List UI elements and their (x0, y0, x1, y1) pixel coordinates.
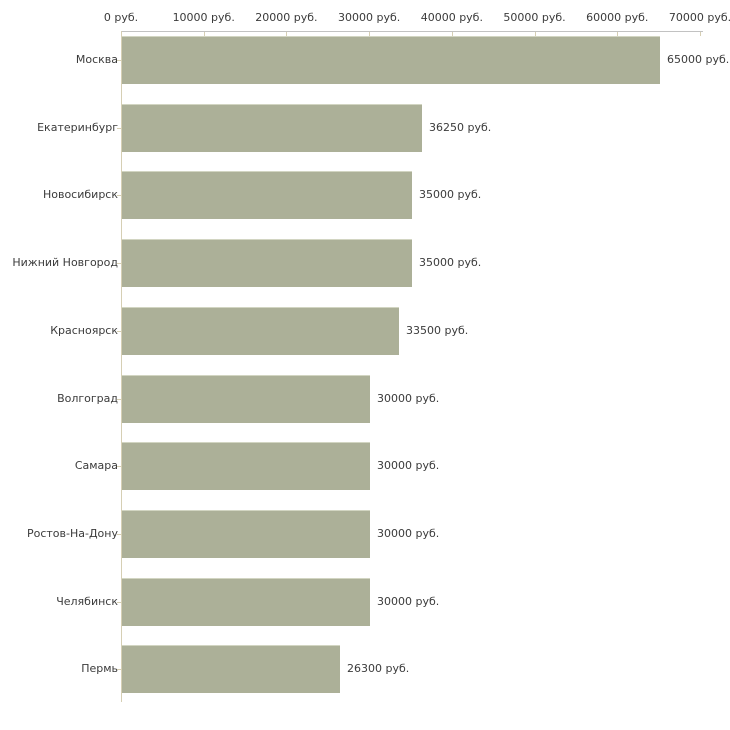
x-tick-label: 40000 руб. (420, 11, 483, 24)
x-tick-label: 50000 руб. (503, 11, 566, 24)
category-label: Ростов-На-Дону (26, 527, 118, 540)
value-label: 35000 руб. (419, 188, 482, 201)
value-label: 36250 руб. (429, 121, 492, 134)
x-tick-label: 10000 руб. (172, 11, 235, 24)
x-tick-label: 20000 руб. (255, 11, 318, 24)
x-tick-label: 0 руб. (103, 11, 139, 24)
category-label: Нижний Новгород (12, 256, 118, 269)
y-tick-mark (117, 263, 121, 264)
category-label: Пермь (81, 662, 118, 675)
x-axis-line (121, 31, 703, 32)
bar (122, 171, 412, 219)
value-label: 35000 руб. (419, 256, 482, 269)
value-label: 65000 руб. (667, 53, 730, 66)
x-tick-label: 30000 руб. (338, 11, 401, 24)
bar (122, 375, 370, 423)
value-label: 30000 руб. (377, 527, 440, 540)
value-label: 30000 руб. (377, 392, 440, 405)
category-label: Москва (75, 53, 118, 66)
y-tick-mark (117, 195, 121, 196)
bar (122, 442, 370, 490)
bar (122, 645, 340, 693)
y-tick-mark (117, 534, 121, 535)
x-tick-mark (121, 32, 122, 36)
x-tick-mark (451, 32, 453, 36)
y-tick-mark (117, 60, 121, 61)
bar (122, 239, 412, 287)
y-tick-mark (117, 602, 121, 603)
x-tick-mark (700, 32, 701, 36)
y-axis-line (121, 31, 122, 702)
value-label: 33500 руб. (406, 324, 469, 337)
category-label: Волгоград (57, 392, 118, 405)
value-label: 26300 руб. (347, 662, 410, 675)
bar (122, 104, 422, 152)
value-label: 30000 руб. (377, 595, 440, 608)
category-label: Самара (74, 459, 118, 472)
bar (122, 36, 660, 84)
x-tick-mark (534, 32, 536, 36)
x-tick-mark (286, 32, 288, 36)
x-tick-mark (617, 32, 619, 36)
category-label: Екатеринбург (37, 121, 118, 134)
value-label: 30000 руб. (377, 459, 440, 472)
x-tick-label: 60000 руб. (586, 11, 649, 24)
x-tick-label: 70000 руб. (668, 11, 730, 24)
y-tick-mark (117, 669, 121, 670)
y-tick-mark (117, 128, 121, 129)
category-label: Красноярск (50, 324, 118, 337)
bar (122, 307, 399, 355)
y-tick-mark (117, 331, 121, 332)
y-tick-mark (117, 466, 121, 467)
category-label: Челябинск (56, 595, 118, 608)
x-tick-mark (203, 32, 205, 36)
bar (122, 578, 370, 626)
x-tick-mark (369, 32, 371, 36)
y-tick-mark (117, 399, 121, 400)
bar (122, 510, 370, 558)
category-label: Новосибирск (42, 188, 118, 201)
